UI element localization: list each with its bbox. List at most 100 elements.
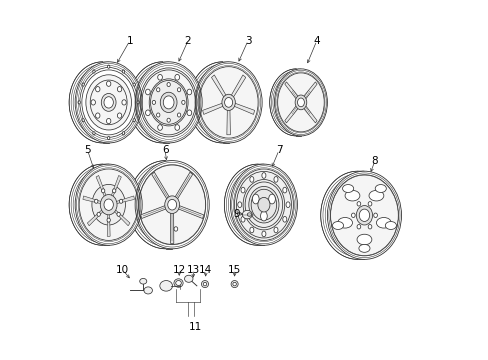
Polygon shape [303,105,317,123]
Polygon shape [83,196,103,204]
Ellipse shape [107,65,110,68]
Text: 10: 10 [116,265,129,275]
Ellipse shape [75,164,142,245]
Ellipse shape [367,225,371,229]
Ellipse shape [139,165,205,244]
Ellipse shape [106,118,111,124]
Polygon shape [226,109,230,135]
Ellipse shape [135,62,202,143]
Text: 4: 4 [313,36,320,46]
Ellipse shape [237,202,241,207]
Polygon shape [141,205,167,219]
Ellipse shape [199,67,258,138]
Text: 6: 6 [162,145,168,155]
Ellipse shape [158,125,162,130]
Ellipse shape [101,94,116,111]
Ellipse shape [122,70,124,73]
Ellipse shape [93,132,95,135]
Ellipse shape [160,280,172,291]
Ellipse shape [112,189,116,193]
Ellipse shape [78,101,80,104]
Ellipse shape [230,164,297,245]
Ellipse shape [122,132,124,135]
Ellipse shape [177,88,181,92]
Ellipse shape [260,211,267,221]
Polygon shape [113,208,130,226]
Ellipse shape [356,234,371,245]
Ellipse shape [156,88,160,92]
Text: 13: 13 [186,265,200,275]
Ellipse shape [164,196,179,213]
Ellipse shape [102,189,104,193]
Ellipse shape [143,287,152,294]
Ellipse shape [282,216,286,222]
Ellipse shape [274,69,327,136]
Ellipse shape [241,187,244,193]
Ellipse shape [231,280,238,288]
Ellipse shape [166,118,170,122]
Ellipse shape [156,113,160,117]
Ellipse shape [249,176,253,182]
Ellipse shape [160,92,177,113]
Ellipse shape [342,185,353,193]
Polygon shape [233,103,254,114]
Ellipse shape [82,118,84,122]
Ellipse shape [351,213,354,217]
Ellipse shape [117,212,120,216]
Ellipse shape [332,221,343,229]
Ellipse shape [385,221,396,229]
Ellipse shape [243,180,284,230]
Polygon shape [284,82,298,99]
Ellipse shape [145,89,150,95]
Polygon shape [230,75,245,98]
Ellipse shape [195,62,262,143]
Ellipse shape [93,70,95,73]
Text: 7: 7 [275,145,282,155]
Ellipse shape [356,206,372,225]
Polygon shape [96,175,106,199]
Text: 5: 5 [84,145,91,155]
Ellipse shape [107,218,110,222]
Ellipse shape [356,225,360,229]
Ellipse shape [252,194,259,204]
Polygon shape [87,208,104,226]
Text: 12: 12 [172,265,185,275]
Ellipse shape [106,81,111,86]
Text: 3: 3 [244,36,251,46]
Ellipse shape [149,79,188,126]
Ellipse shape [137,101,139,104]
Ellipse shape [337,217,352,228]
Ellipse shape [107,136,110,140]
Text: 11: 11 [188,323,202,333]
Ellipse shape [133,83,135,86]
Ellipse shape [177,113,181,117]
Polygon shape [151,172,170,200]
Ellipse shape [140,278,146,284]
Text: 1: 1 [126,36,133,46]
Ellipse shape [104,97,113,108]
Ellipse shape [182,100,184,104]
Ellipse shape [140,68,197,137]
Ellipse shape [174,227,177,231]
Ellipse shape [184,275,193,282]
Ellipse shape [97,212,100,216]
Ellipse shape [273,176,277,182]
Ellipse shape [359,209,369,221]
Ellipse shape [86,75,131,130]
Ellipse shape [95,86,100,92]
Ellipse shape [327,171,401,259]
Ellipse shape [282,187,286,193]
Ellipse shape [175,280,181,285]
Ellipse shape [122,100,126,105]
Ellipse shape [203,282,206,286]
Ellipse shape [368,190,383,201]
Ellipse shape [152,100,155,104]
Ellipse shape [248,186,279,223]
Polygon shape [110,175,121,199]
Ellipse shape [297,98,304,107]
Ellipse shape [117,86,122,92]
Ellipse shape [187,110,191,116]
Polygon shape [170,212,173,243]
Ellipse shape [100,194,117,215]
Ellipse shape [262,231,265,237]
